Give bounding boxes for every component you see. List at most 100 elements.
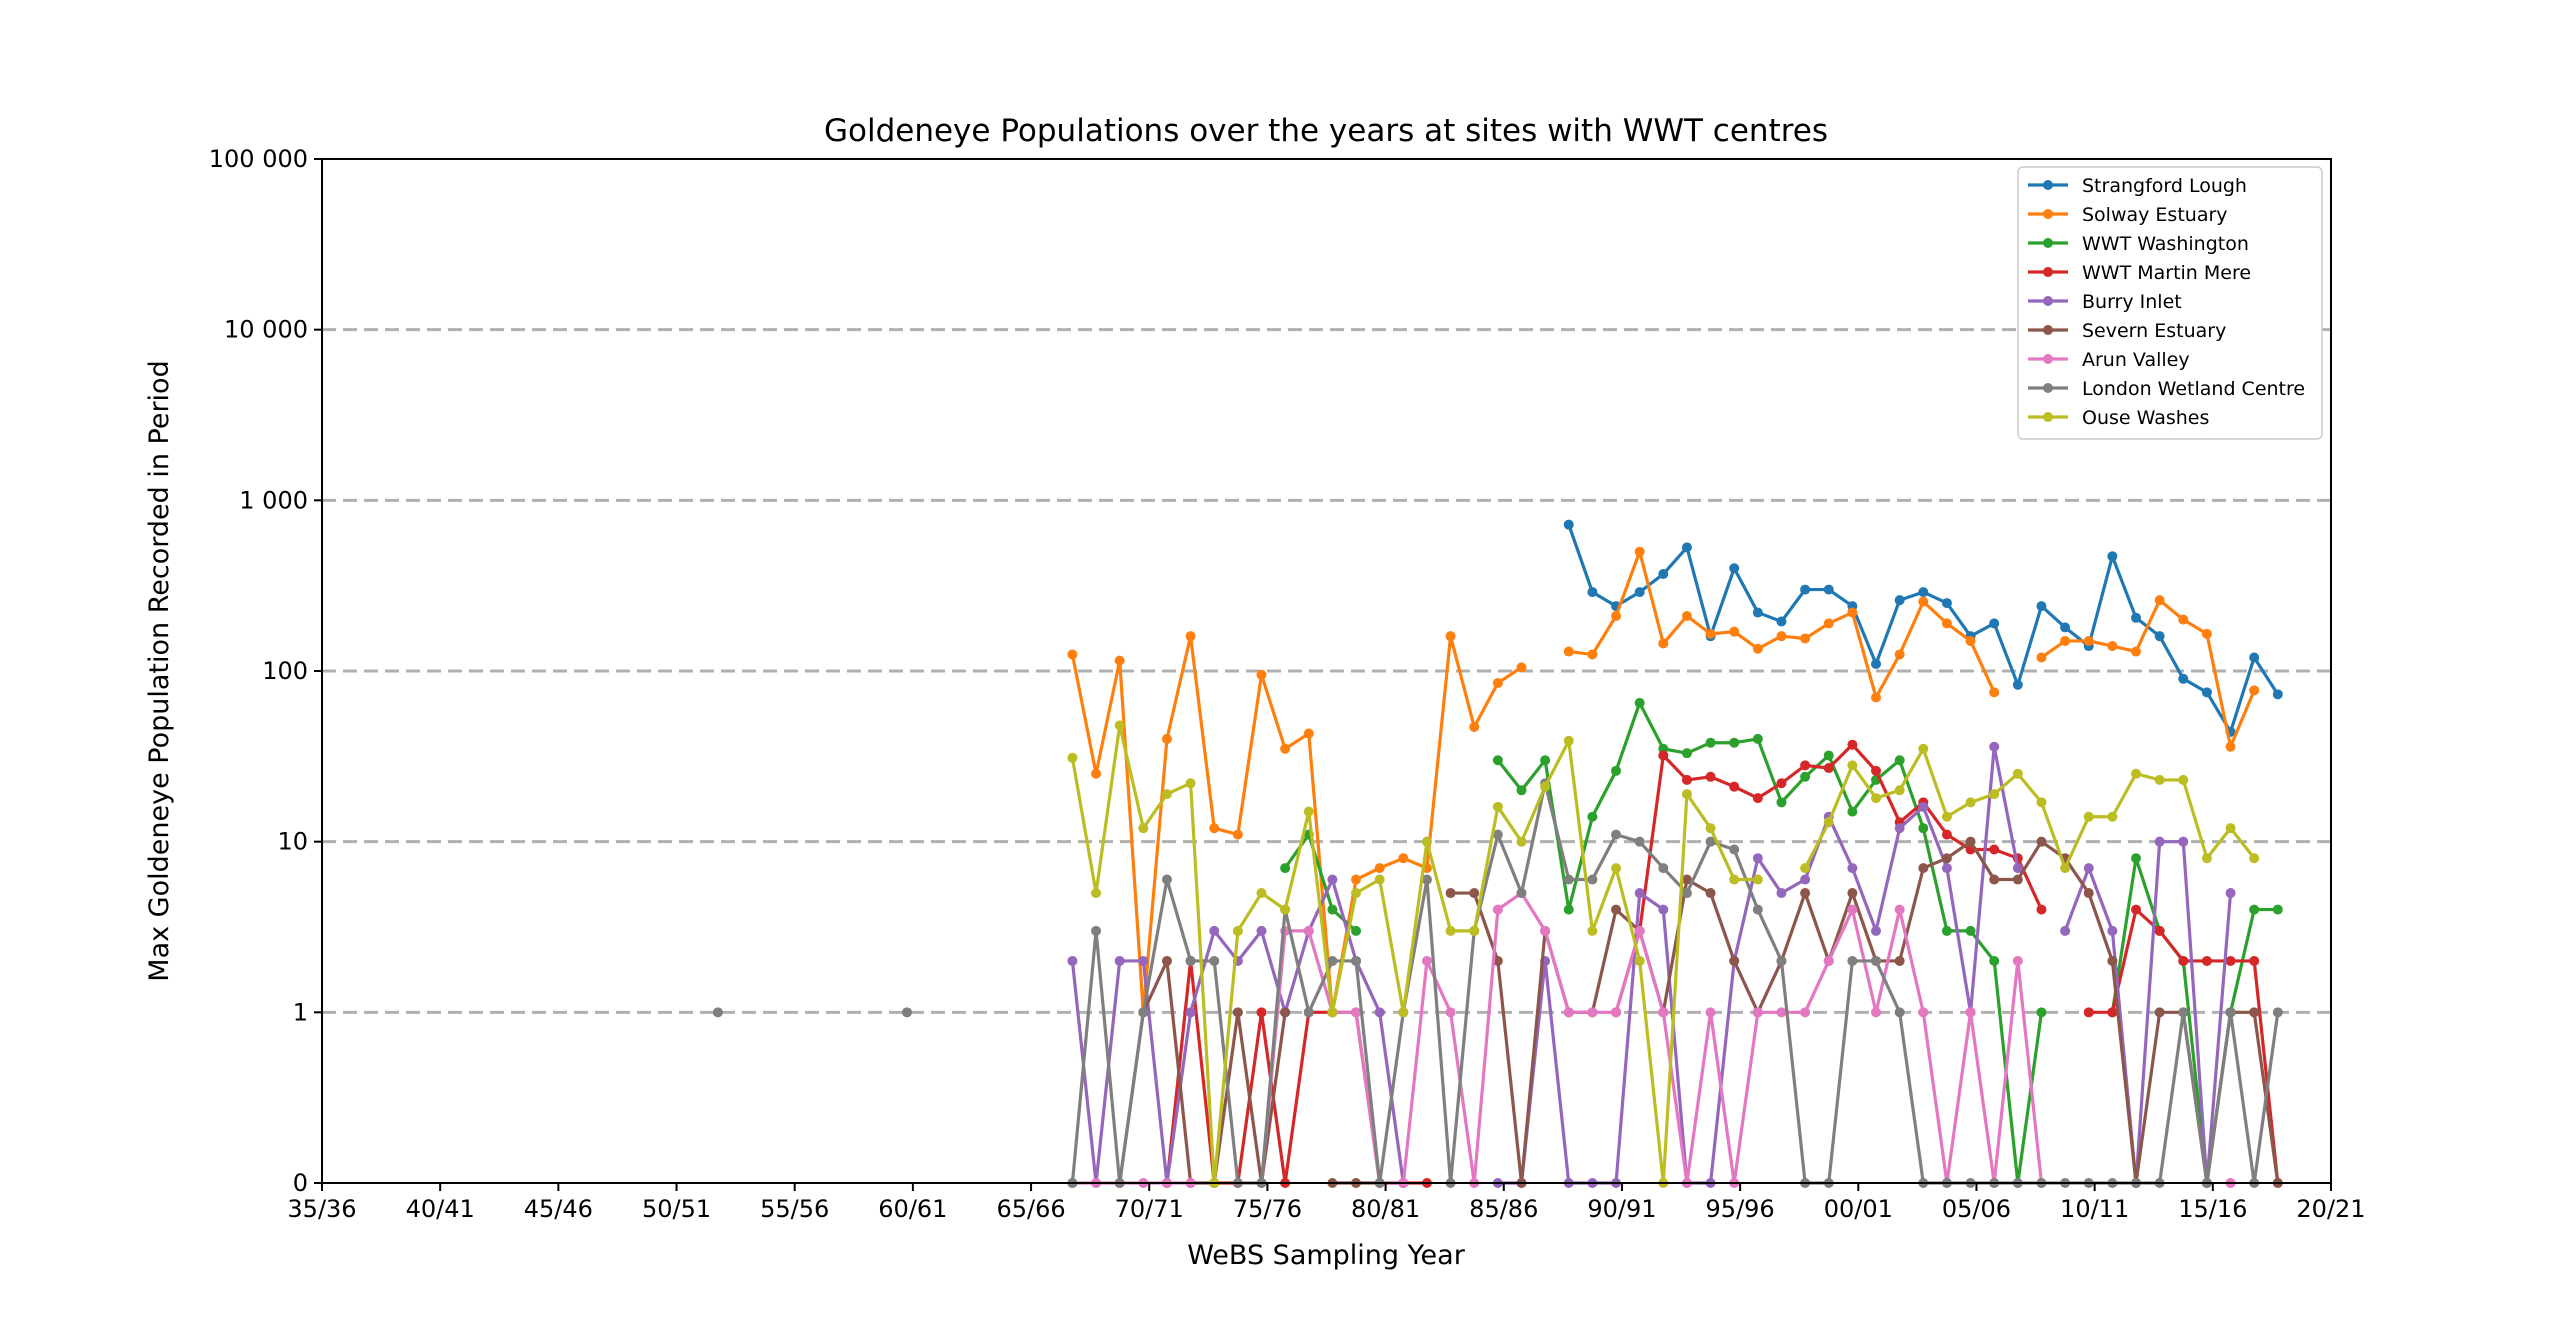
data-point-ouse-washes — [1232, 925, 1243, 936]
data-point-wwt-washington — [1327, 904, 1338, 915]
data-point-london-wetland-centre — [1729, 844, 1740, 855]
data-point-burry-inlet — [2107, 925, 2118, 936]
data-point-solway-estuary — [2131, 646, 2142, 657]
data-point-ouse-washes — [1303, 806, 1314, 817]
data-point-arun-valley — [1540, 925, 1551, 936]
data-point-arun-valley — [1634, 925, 1645, 936]
data-point-london-wetland-centre — [1705, 836, 1716, 847]
data-point-solway-estuary — [1705, 628, 1716, 639]
data-point-london-wetland-centre — [1752, 904, 1763, 915]
data-point-london-wetland-centre — [1681, 888, 1692, 899]
series-line-burry-inlet — [1070, 877, 1405, 1185]
data-point-ouse-washes — [2154, 774, 2165, 785]
data-point-solway-estuary — [1587, 649, 1598, 660]
data-point-strangford-lough — [1871, 658, 1882, 669]
data-point-solway-estuary — [1941, 618, 1952, 629]
data-point-wwt-martin-mere — [2036, 904, 2047, 915]
data-point-solway-estuary — [1752, 643, 1763, 654]
data-point-wwt-washington — [1729, 737, 1740, 748]
data-point-wwt-washington — [1351, 925, 1362, 936]
data-point-solway-estuary — [1091, 768, 1102, 779]
data-point-burry-inlet — [1374, 1007, 1385, 1018]
series-line-solway-estuary — [2040, 598, 2256, 749]
data-point-severn-estuary — [1445, 888, 1456, 899]
data-point-solway-estuary — [1232, 829, 1243, 840]
legend-item-solway-estuary[interactable]: Solway Estuary — [2028, 204, 2228, 226]
data-point-ouse-washes — [2131, 768, 2142, 779]
data-point-strangford-lough — [1918, 587, 1929, 598]
legend-item-burry-inlet[interactable]: Burry Inlet — [2028, 291, 2182, 313]
y-tick-label: 0 — [293, 1169, 308, 1197]
data-point-solway-estuary — [1398, 853, 1409, 864]
data-point-wwt-washington — [1492, 755, 1503, 766]
data-point-arun-valley — [1303, 925, 1314, 936]
data-point-burry-inlet — [1894, 823, 1905, 834]
x-axis-title: WeBS Sampling Year — [1187, 1240, 1466, 1271]
legend-marker — [2043, 267, 2053, 277]
data-point-ouse-washes — [1540, 781, 1551, 792]
legend-label: WWT Martin Mere — [2082, 262, 2251, 284]
data-point-strangford-lough — [2178, 673, 2189, 684]
data-point-solway-estuary — [1729, 626, 1740, 637]
data-point-solway-estuary — [1351, 874, 1362, 885]
data-point-severn-estuary — [1280, 1007, 1291, 1018]
data-point-wwt-martin-mere — [1752, 793, 1763, 804]
y-axis-title: Max Goldeneye Population Recorded in Per… — [144, 360, 175, 981]
data-point-ouse-washes — [1752, 874, 1763, 885]
data-point-london-wetland-centre — [1161, 874, 1172, 885]
legend-box — [2017, 166, 2323, 440]
data-point-wwt-martin-mere — [1871, 765, 1882, 776]
x-tick-label: 70/71 — [1115, 1195, 1184, 1223]
legend-marker — [2043, 296, 2053, 306]
series-line-wwt-washington — [2110, 856, 2278, 1185]
data-point-solway-estuary — [1256, 669, 1267, 680]
data-point-wwt-martin-mere — [1681, 774, 1692, 785]
data-point-severn-estuary — [1681, 874, 1692, 885]
data-point-solway-estuary — [1918, 596, 1929, 607]
data-point-london-wetland-centre — [1871, 955, 1882, 966]
data-point-severn-estuary — [1965, 836, 1976, 847]
data-point-burry-inlet — [2178, 836, 2189, 847]
legend[interactable]: Strangford Lough Solway Estuary WWT Washin… — [2017, 166, 2323, 440]
data-point-london-wetland-centre — [1847, 955, 1858, 966]
data-point-ouse-washes — [1351, 888, 1362, 899]
legend-item-strangford-lough[interactable]: Strangford Lough — [2028, 175, 2247, 197]
legend-item-wwt-washington[interactable]: WWT Washington — [2028, 233, 2249, 255]
legend-label: Strangford Lough — [2082, 175, 2247, 197]
data-point-severn-estuary — [1611, 904, 1622, 915]
data-point-burry-inlet — [1256, 925, 1267, 936]
data-point-solway-estuary — [1161, 733, 1172, 744]
data-point-wwt-washington — [1611, 765, 1622, 776]
data-point-wwt-martin-mere — [2107, 1007, 2118, 1018]
data-point-solway-estuary — [2178, 614, 2189, 625]
legend-item-wwt-martin-mere[interactable]: WWT Martin Mere — [2028, 262, 2251, 284]
data-point-arun-valley — [1705, 1007, 1716, 1018]
data-point-strangford-lough — [1941, 598, 1952, 609]
data-point-solway-estuary — [2107, 641, 2118, 652]
legend-item-ouse-washes[interactable]: Ouse Washes — [2028, 407, 2209, 429]
data-point-arun-valley — [2012, 955, 2023, 966]
legend-item-severn-estuary[interactable]: Severn Estuary — [2028, 320, 2226, 342]
legend-marker — [2043, 383, 2053, 393]
data-point-wwt-martin-mere — [2201, 955, 2212, 966]
data-point-wwt-martin-mere — [1256, 1007, 1267, 1018]
data-point-arun-valley — [1894, 904, 1905, 915]
series-line-wwt-martin-mere — [1614, 743, 2043, 1013]
data-point-ouse-washes — [1871, 793, 1882, 804]
legend-item-london-wetland-centre[interactable]: London Wetland Centre — [2028, 378, 2305, 400]
data-point-severn-estuary — [1705, 888, 1716, 899]
data-point-burry-inlet — [2083, 863, 2094, 874]
data-point-solway-estuary — [1209, 823, 1220, 834]
data-point-burry-inlet — [1941, 863, 1952, 874]
data-point-wwt-martin-mere — [2083, 1007, 2094, 1018]
data-point-strangford-lough — [2272, 689, 2283, 700]
legend-item-arun-valley[interactable]: Arun Valley — [2028, 349, 2190, 371]
data-point-strangford-lough — [1563, 519, 1574, 530]
data-point-arun-valley — [1421, 955, 1432, 966]
data-point-strangford-lough — [1800, 584, 1811, 595]
data-point-wwt-washington — [1989, 955, 2000, 966]
data-point-burry-inlet — [1989, 741, 2000, 752]
data-point-london-wetland-centre — [1421, 874, 1432, 885]
